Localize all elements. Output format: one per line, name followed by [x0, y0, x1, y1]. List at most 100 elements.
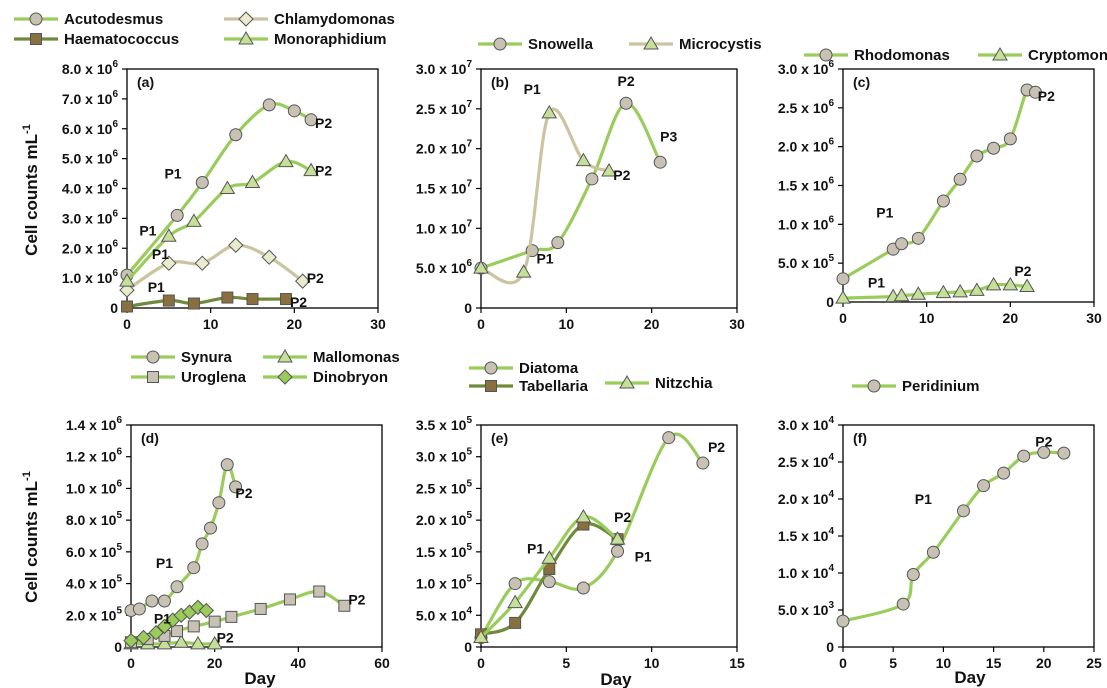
legend-label: Mallomonas: [313, 349, 400, 366]
y-tick-label: 1.5 x 107: [416, 179, 473, 197]
series-synura: [124, 458, 243, 618]
data-point: [208, 615, 221, 628]
y-tick-label: 3.0 x 104: [778, 415, 835, 433]
data-point: [1017, 449, 1031, 463]
data-point: [160, 228, 177, 242]
x-tick-label: 15: [986, 655, 1002, 671]
panel-b: 0 5.0 x 106 1.0 x 107 1.5 x 107 2.0 x 107 2.5…: [416, 36, 762, 332]
y-tick-label: 2.0 x 106: [62, 238, 119, 256]
legend-marker: [493, 37, 507, 51]
data-point: [187, 620, 200, 633]
legend-marker: [277, 349, 293, 363]
legend-marker: [484, 361, 498, 375]
data-point: [157, 594, 171, 608]
x-tick-label: 30: [370, 316, 386, 332]
series-line: [841, 450, 1066, 623]
legend-entry: Peridinium: [852, 378, 980, 395]
phase-annotation: P2: [618, 73, 635, 89]
legend-label: Synura: [181, 349, 233, 366]
data-point: [619, 96, 633, 110]
panel-a: 0 1.0 x 106 2.0 x 106 3.0 x 106 4.0 x 106 5.0…: [14, 11, 395, 332]
data-point: [225, 610, 238, 623]
y-tick-label: 0: [464, 300, 472, 316]
data-point: [653, 155, 667, 169]
data-point: [896, 597, 910, 611]
legend-marker: [992, 47, 1008, 61]
panel-e: 0 5.0 x 104 1.0 x 105 1.5 x 105 2.0 x 105 2.5…: [416, 360, 745, 671]
legend-label: Haematococcus: [64, 31, 179, 48]
legend-entry: Uroglena: [131, 369, 247, 386]
y-tick-label: 3.0 x 106: [778, 59, 835, 77]
x-axis-title-e: Day: [600, 670, 632, 688]
legend-marker: [238, 31, 254, 45]
panel-label: (f): [853, 430, 867, 446]
data-point: [303, 162, 319, 177]
legend-label: Acutodesmus: [64, 11, 163, 28]
data-point: [926, 545, 940, 559]
panel-frame-a: [126, 68, 379, 309]
y-tick-label: 6.0 x 106: [62, 119, 119, 137]
x-tick-label: 0: [123, 316, 131, 332]
y-tick-label: 2.5 x 104: [778, 452, 835, 470]
y-tick-label: 2.0 x 107: [416, 139, 473, 157]
legend-entry: Nitzchia: [605, 375, 713, 392]
y-tick-label: 1.5 x 106: [778, 176, 835, 194]
x-tick-label: 20: [1003, 310, 1019, 326]
series-cryptomonas: [835, 276, 1035, 304]
y-axis-title-bottom: Cell counts mL-1: [21, 471, 41, 603]
data-point: [123, 632, 139, 649]
legend-marker: [485, 380, 497, 392]
y-tick-label: 0: [464, 639, 472, 655]
panel-label: (c): [853, 74, 870, 90]
data-point: [171, 625, 184, 638]
x-axis-title-d: Day: [244, 669, 276, 688]
data-point: [985, 276, 1002, 291]
data-point: [1019, 278, 1035, 292]
legend-entry: Mallomonas: [263, 349, 400, 366]
panel-label: (e): [491, 430, 508, 446]
panel-f: 0 5.0 x 103 1.0 x 104 1.5 x 104 2.0 x 104 2.5…: [778, 378, 1102, 671]
data-point: [935, 284, 952, 299]
y-tick-label: 3.0 x 107: [416, 59, 473, 77]
data-point: [952, 283, 969, 298]
series-chlamydomonas: [119, 237, 311, 298]
x-tick-label: 10: [203, 316, 219, 332]
data-point: [203, 521, 217, 535]
y-tick-label: 1.5 x 104: [778, 526, 835, 544]
legend-entry: Monoraphidium: [224, 31, 387, 48]
phase-annotation: P1: [527, 541, 544, 557]
data-point: [609, 531, 626, 545]
y-tick-label: 1.0 x 105: [416, 574, 473, 592]
legend-marker: [277, 369, 293, 385]
legend-label: Diatoma: [519, 360, 579, 377]
phase-annotation: P2: [290, 294, 307, 310]
y-tick-label: 1.0 x 104: [778, 563, 835, 581]
data-point: [195, 537, 209, 551]
y-tick-label: 4.0 x 106: [62, 179, 119, 197]
data-point: [244, 174, 261, 189]
data-point: [261, 249, 277, 265]
phase-annotation: P1: [156, 555, 173, 571]
legend-label: Cryptomonas: [1028, 47, 1107, 64]
y-tick-label: 5.0 x 105: [778, 253, 835, 271]
data-point: [662, 431, 676, 445]
data-point: [1057, 446, 1071, 460]
x-axis-title-f: Day: [954, 668, 986, 687]
y-tick-label: 1.0 x 106: [62, 268, 119, 286]
x-tick-label: 0: [127, 655, 135, 671]
phase-annotation: P2: [315, 163, 332, 179]
y-tick-label: 4.0 x 105: [66, 574, 123, 592]
data-point: [198, 602, 215, 619]
phase-annotation: P2: [217, 629, 234, 645]
series-monoraphidium: [119, 153, 319, 287]
legend-marker: [146, 350, 160, 364]
y-tick-label: 3.0 x 105: [416, 447, 473, 465]
data-point: [997, 466, 1011, 480]
data-point: [206, 635, 223, 650]
panel-label: (b): [491, 74, 509, 90]
phase-annotation: P1: [915, 491, 932, 507]
data-point: [473, 629, 489, 643]
data-point: [187, 561, 201, 575]
phase-annotation: P1: [524, 81, 541, 97]
